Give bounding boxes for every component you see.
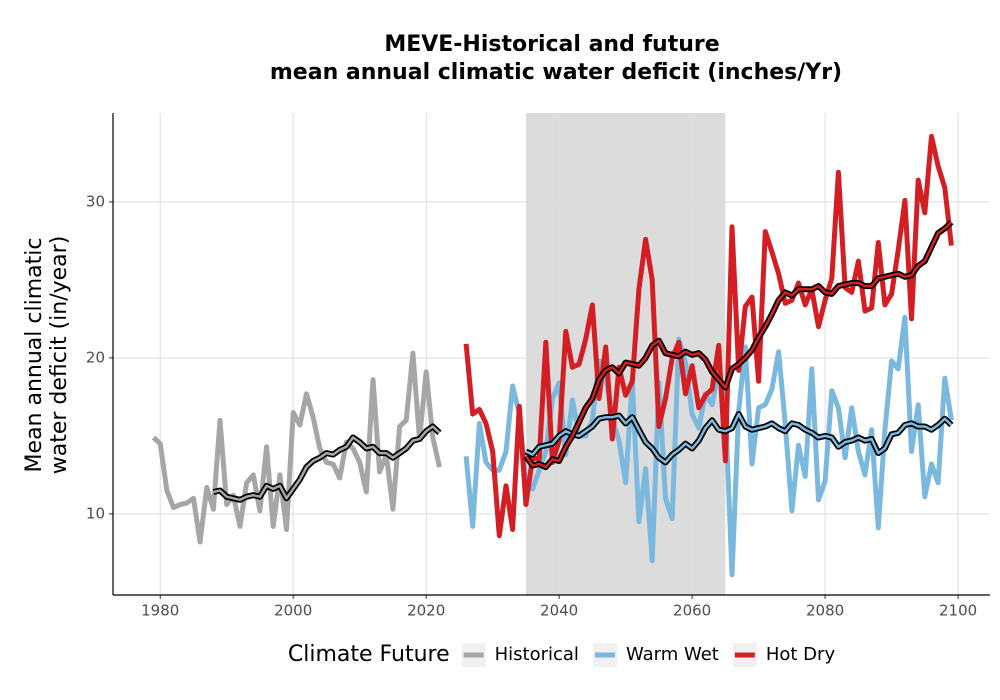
legend-title: Climate Future [288, 642, 450, 667]
rolling-mean-line [524, 221, 953, 469]
x-tick-label: 2000 [274, 602, 312, 620]
y-tick-label: 20 [86, 348, 105, 366]
x-tick-label: 2100 [939, 602, 977, 620]
x-tick-label: 2020 [407, 602, 445, 620]
rolling-mean-line [525, 412, 953, 464]
series-line [463, 133, 954, 539]
y-axis-label-line: Mean annual climatic [22, 238, 47, 473]
series-line [151, 350, 442, 545]
y-tick-label: 30 [86, 192, 105, 210]
x-tick-label: 2060 [673, 602, 711, 620]
rolling-mean-line [213, 425, 441, 502]
chart-title: MEVE-Historical and future [384, 32, 719, 57]
legend-label: Hot Dry [766, 644, 836, 665]
y-axis-label: Mean annual climatic water deficit (in/y… [22, 236, 72, 475]
x-tick-label: 2040 [540, 602, 578, 620]
legend-label: Historical [495, 644, 579, 665]
y-tick-label: 10 [86, 504, 105, 522]
legend-label: Warm Wet [626, 644, 719, 665]
chart-title: mean annual climatic water deficit (inch… [270, 60, 842, 85]
legend: Climate Future Historical Warm Wet Hot Dry [288, 642, 836, 667]
y-axis-label-line: water deficit (in/year) [47, 236, 72, 475]
x-tick-label: 2080 [806, 602, 844, 620]
x-tick-label: 1980 [141, 602, 179, 620]
